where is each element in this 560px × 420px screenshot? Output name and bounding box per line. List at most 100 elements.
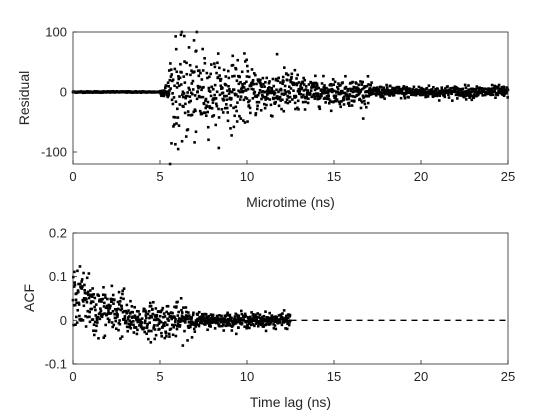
residual-point: [296, 99, 300, 103]
acf-point: [116, 315, 119, 318]
residual-point: [180, 71, 183, 74]
residual-point: [186, 91, 189, 94]
acf-point: [185, 314, 189, 318]
residual-point: [184, 94, 188, 98]
acf-point: [121, 289, 124, 293]
residual-point: [264, 80, 267, 84]
acf-point: [76, 289, 80, 292]
acf-point: [78, 314, 81, 318]
acf-point: [107, 309, 110, 313]
residual-point: [206, 100, 210, 104]
residual-point: [366, 101, 370, 105]
acf-point: [180, 311, 184, 314]
residual-point: [284, 92, 287, 96]
acf-point: [268, 322, 272, 326]
acf-point: [76, 269, 79, 273]
acf-point: [80, 317, 83, 321]
residual-point: [316, 92, 320, 95]
acf-point: [88, 310, 91, 314]
residual-point: [305, 96, 308, 100]
residual-point: [388, 84, 392, 88]
acf-point: [177, 310, 180, 314]
acf-point: [257, 316, 261, 319]
residual-point: [213, 65, 217, 69]
residual-point: [324, 101, 327, 104]
residual-point: [218, 74, 221, 77]
acf-point: [216, 320, 219, 324]
acf-point: [230, 329, 234, 332]
residual-point: [311, 85, 315, 89]
residual-point: [439, 92, 442, 95]
residual-point: [273, 91, 277, 95]
residual-point: [327, 97, 331, 101]
residual-point: [346, 89, 349, 93]
acf-point: [119, 296, 123, 300]
residual-point: [293, 94, 296, 98]
residual-point: [301, 80, 305, 84]
acf-point: [261, 315, 264, 319]
acf-point: [87, 272, 91, 275]
acf-point: [73, 303, 77, 307]
acf-point: [117, 328, 120, 332]
residual-point: [176, 81, 179, 85]
acf-point: [134, 316, 138, 320]
acf-point: [106, 307, 110, 310]
residual-point: [447, 93, 450, 97]
acf-point: [169, 314, 172, 318]
acf-point: [225, 313, 229, 316]
acf-point: [283, 320, 287, 323]
residual-point: [327, 88, 330, 91]
residual-point: [192, 110, 196, 114]
residual-point: [267, 91, 271, 95]
residual-point: [171, 78, 175, 81]
residual-point: [216, 61, 219, 65]
acf-point: [111, 293, 115, 297]
acf-point: [194, 323, 198, 326]
residual-point: [195, 65, 198, 69]
residual-point: [182, 92, 186, 95]
residual-point: [292, 89, 295, 92]
acf-point: [74, 298, 78, 302]
acf-point: [87, 293, 90, 297]
residual-point: [172, 96, 176, 99]
acf-point: [190, 318, 193, 321]
residual-point: [321, 88, 325, 92]
residual-point: [390, 90, 394, 94]
acf-point: [131, 310, 135, 314]
residual-point: [360, 83, 364, 86]
acf-point: [184, 306, 188, 309]
acf-point: [221, 317, 224, 320]
residual-point: [323, 89, 327, 93]
residual-point: [471, 87, 474, 91]
residual-point: [447, 88, 450, 92]
residual-point: [232, 88, 236, 91]
acf-point: [139, 325, 143, 329]
residual-point: [244, 96, 247, 99]
acf-point: [98, 317, 102, 321]
residual-point: [331, 88, 334, 92]
acf-point: [205, 317, 209, 321]
residual-point: [314, 74, 317, 78]
acf-point: [284, 327, 287, 330]
residual-point: [311, 84, 315, 87]
acf-point: [170, 317, 173, 321]
acf-point: [165, 323, 169, 327]
residual-point: [174, 35, 177, 38]
residual-point: [424, 89, 427, 93]
residual-point: [183, 81, 187, 84]
acf-point: [153, 337, 157, 341]
residual-point: [364, 105, 368, 109]
residual-point: [282, 109, 286, 113]
residual-point: [210, 63, 213, 66]
acf-point: [80, 280, 83, 283]
residual-point: [203, 111, 207, 115]
acf-point: [175, 327, 179, 331]
acf-point: [109, 304, 112, 308]
residual-point: [223, 95, 226, 98]
residual-point: [469, 91, 472, 95]
residual-point: [219, 84, 223, 88]
residual-point: [230, 134, 233, 137]
residual-point: [226, 119, 230, 123]
acf-point: [262, 314, 266, 318]
acf-point: [106, 297, 109, 301]
